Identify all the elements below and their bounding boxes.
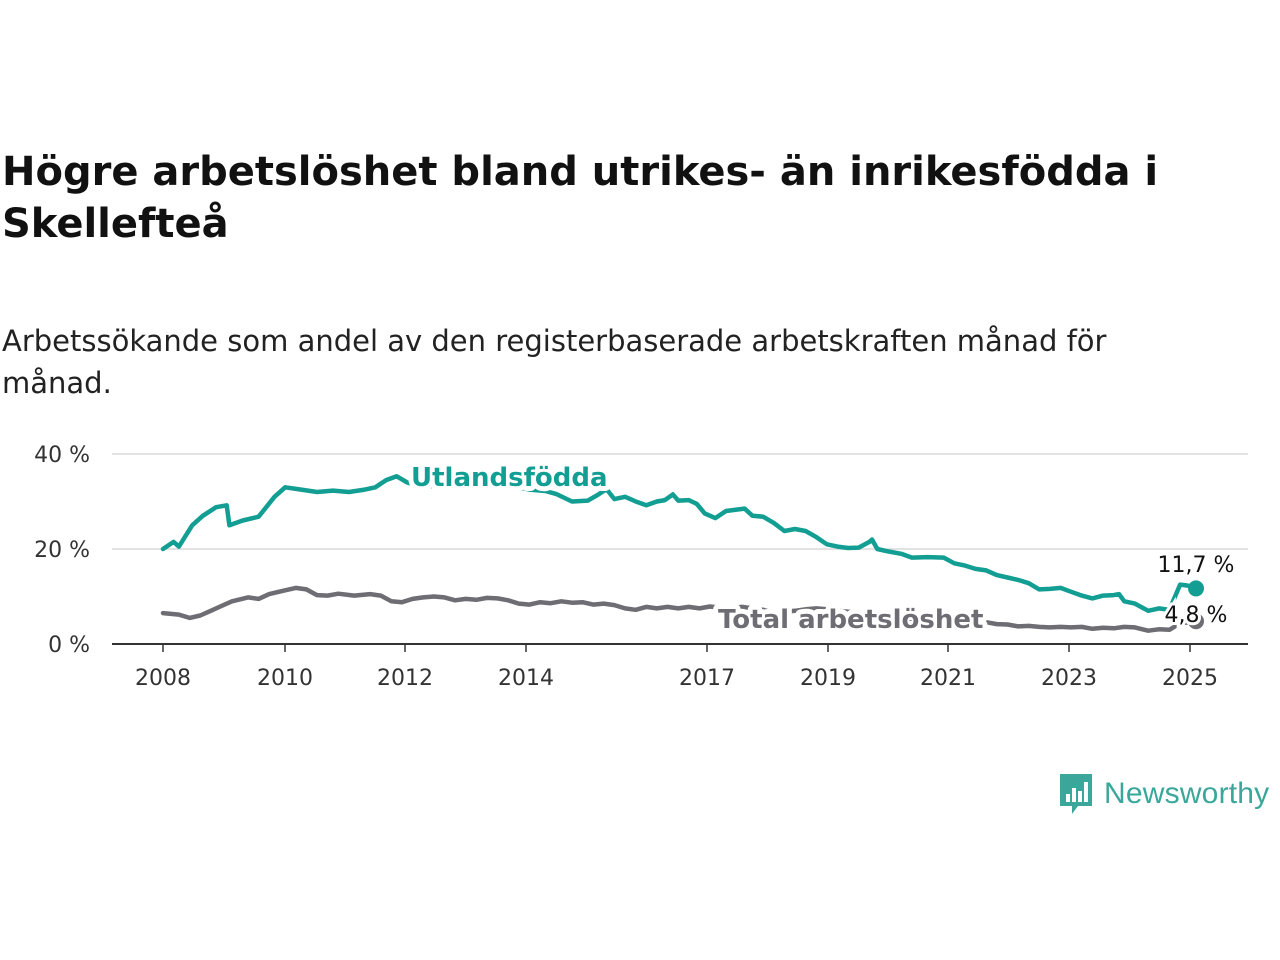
chart-subtitle: Arbetssökande som andel av den registerb… <box>2 324 1107 400</box>
y-axis: 0 % 20 % 40 % <box>34 443 90 658</box>
series-layer <box>160 474 1204 633</box>
x-tick-label: 2019 <box>800 666 856 690</box>
y-tick-label: 0 % <box>48 633 90 658</box>
newsworthy-logo-icon <box>1060 774 1092 814</box>
brand-name: Newsworthy <box>1104 777 1270 810</box>
line-chart: 2008 2010 2012 2014 2017 2019 2021 2023 2025 0 %… <box>34 443 1248 690</box>
x-tick-label: 2023 <box>1041 666 1097 690</box>
x-tick-label: 2021 <box>920 666 976 690</box>
series-label-total: Total arbetslöshet <box>718 605 983 635</box>
end-point-total <box>1188 613 1204 630</box>
y-tick-label: 40 % <box>34 443 90 468</box>
x-tick-label: 2017 <box>679 666 735 690</box>
end-label-utlandsfodda: 11,7 % <box>1158 553 1235 578</box>
x-tick-label: 2010 <box>257 666 313 690</box>
chart-title: Högre arbetslöshet bland utrikes- än inr… <box>2 149 1159 247</box>
label-layer: Utlandsfödda Total arbetslöshet 11,7 % 4… <box>406 458 1237 640</box>
x-tick-label: 2012 <box>377 666 433 690</box>
x-tick-label: 2008 <box>135 666 191 690</box>
x-tick-label: 2014 <box>498 666 554 690</box>
x-tick-label: 2025 <box>1162 666 1218 690</box>
series-line-total <box>160 585 1199 633</box>
end-point-utlandsfodda <box>1188 580 1204 597</box>
series-label-utlandsfodda: Utlandsfödda <box>411 463 608 493</box>
grid-layer <box>112 453 1248 645</box>
newsworthy-logo: Newsworthy <box>1058 772 1269 816</box>
end-label-total: 4,8 % <box>1165 603 1228 628</box>
series-line-utlandsfodda <box>160 474 1199 614</box>
x-axis: 2008 2010 2012 2014 2017 2019 2021 2023 2025 <box>135 644 1218 690</box>
y-tick-label: 20 % <box>34 538 90 563</box>
